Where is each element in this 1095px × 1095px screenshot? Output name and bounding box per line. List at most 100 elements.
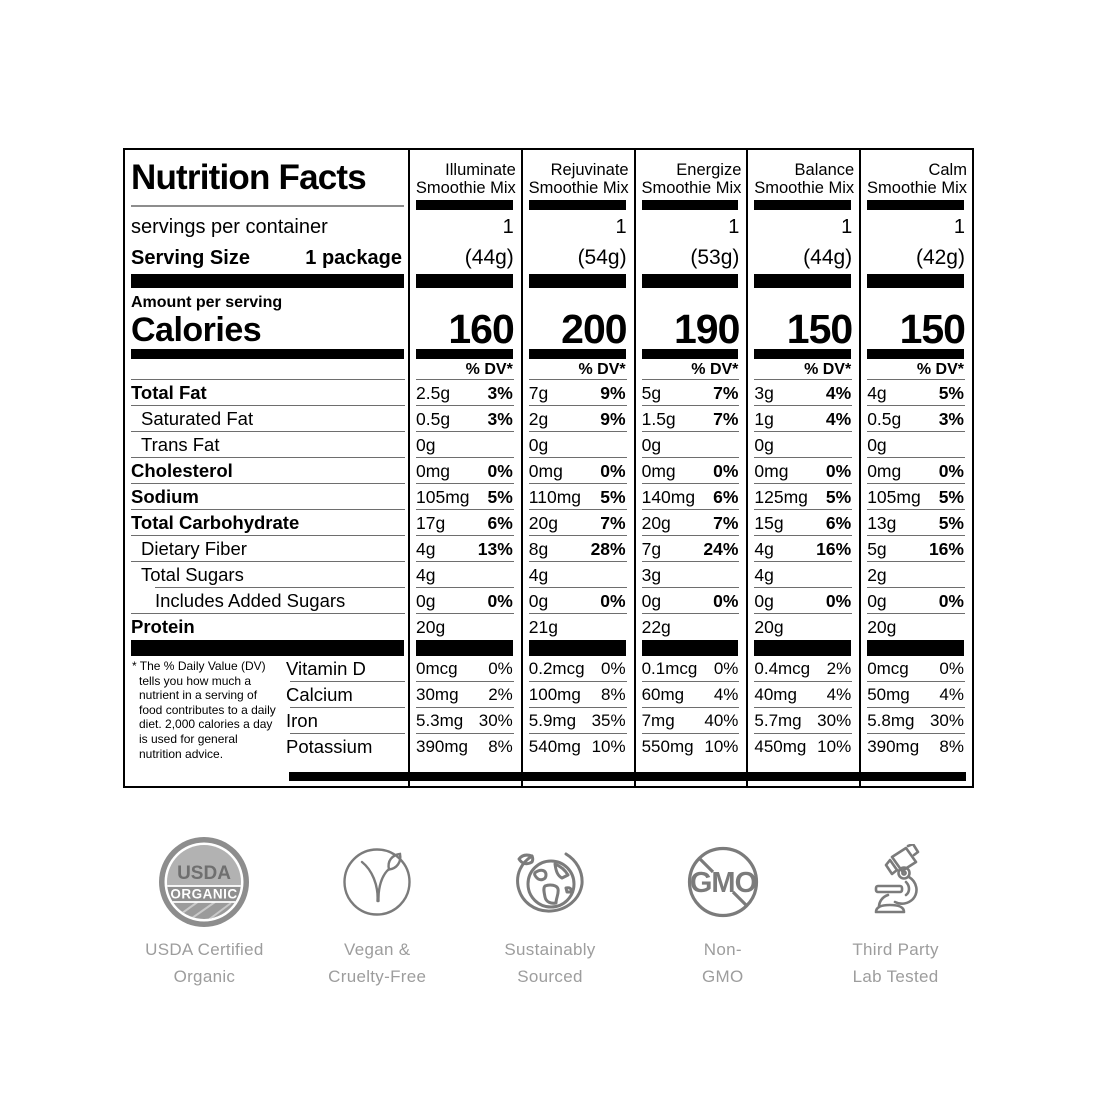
serving-weight-value: (44g)	[464, 246, 514, 269]
bottom-rule-spacer	[748, 760, 859, 770]
nutrient-value-cell: 0g 0%	[523, 588, 634, 614]
nutrient-daily-value: 16%	[928, 538, 964, 559]
nutrition-facts-title: Nutrition Facts	[131, 158, 367, 197]
micronutrient-amount: 390mg	[416, 737, 468, 756]
nutrient-label-dietary-fiber: Dietary Fiber	[125, 536, 408, 562]
row-hairline	[131, 613, 405, 614]
thick-rule	[416, 274, 513, 288]
serving-weight-value: (42g)	[915, 246, 965, 269]
nutrient-amount: 0g	[416, 434, 436, 455]
serving-weight-value: (44g)	[803, 246, 853, 269]
micronutrient-amount: 450mg	[754, 737, 807, 756]
thick-rule	[867, 274, 964, 288]
nutrient-daily-value: 3%	[487, 382, 513, 403]
micronutrient-value-cell: 5.9mg 35%	[523, 708, 634, 734]
row-hairline	[416, 509, 514, 510]
row-hairline	[416, 379, 514, 380]
micronutrient-label-potassium: Potassium	[286, 736, 373, 757]
nutrient-label-sodium: Sodium	[125, 484, 408, 510]
nutrient-value-cell: 15g 6%	[748, 510, 859, 536]
nutrient-amount: 0.5g	[416, 408, 451, 429]
nutrient-amount: 0g	[416, 590, 436, 611]
nutrient-value-cell: 0mg 0%	[636, 458, 747, 484]
row-hairline	[641, 509, 740, 510]
nutrient-label-text: Includes Added Sugars	[155, 590, 346, 611]
serving-weight-value: (54g)	[577, 246, 627, 269]
row-hairline	[416, 707, 514, 708]
micronutrient-value-cell: 0.1mcg 0%	[636, 656, 747, 682]
micronutrient-label-vitamin-d: Vitamin D	[284, 656, 408, 682]
nutrient-daily-value: 0%	[487, 590, 513, 611]
nutrient-label-text: Protein	[131, 616, 195, 637]
name-rule	[867, 199, 964, 210]
nutrient-amount: 0g	[867, 434, 887, 455]
row-hairline	[131, 483, 405, 484]
calories-value: 200	[561, 306, 627, 352]
nutrient-daily-value: 13%	[477, 538, 513, 559]
nutrient-amount: 0g	[641, 434, 662, 455]
thick-rule-row	[523, 274, 634, 288]
row-hairline	[416, 613, 514, 614]
nutrient-value-cell: 2g	[861, 562, 972, 588]
product-name: Calm Smoothie Mix	[861, 150, 972, 198]
micronutrient-label-iron: Iron	[284, 708, 408, 734]
badge-label-line: Cruelty-Free	[328, 967, 427, 986]
calories-value: 150	[899, 306, 966, 352]
nutrient-amount: 3g	[641, 564, 662, 585]
nutrient-value-cell: 140mg 6%	[636, 484, 747, 510]
micronutrient-amount: 0.1mcg	[641, 659, 698, 678]
nutrient-amount: 0g	[867, 590, 887, 611]
nutrient-value-cell: 0mg 0%	[410, 458, 521, 484]
footnote-text: * The % Daily Value (DV) tells you how m…	[132, 659, 276, 761]
micronutrient-column-energize: 0.1mcg 0% 60mg 4% 7mg 40% 550mg 10%	[633, 640, 747, 786]
dv-header: % DV*	[748, 359, 859, 380]
row-hairline	[867, 587, 965, 588]
certification-badges-row: USDA ORGANIC USDA Certified Organic Vega…	[118, 834, 982, 990]
nutrient-value-cell: 20g 7%	[523, 510, 634, 536]
micronutrient-daily-value: 0%	[939, 659, 964, 678]
product-column-illuminate: Illuminate Smoothie Mix 1 (44g) 160 % DV* 2.5g…	[408, 150, 521, 640]
nutrient-amount: 0mg	[528, 460, 563, 481]
nutrient-amount: 5g	[641, 382, 662, 403]
micronutrient-value-cell: 30mg 2%	[410, 682, 521, 708]
thick-rule	[754, 274, 852, 288]
nutrient-label-cholesterol: Cholesterol	[125, 458, 408, 484]
name-rule-row	[636, 198, 747, 210]
micronutrient-value-cell: 0mcg 0%	[410, 656, 521, 682]
row-hairline	[867, 405, 965, 406]
row-hairline	[131, 561, 405, 562]
thick-rule-row	[410, 274, 521, 288]
micronutrient-amount: 5.9mg	[528, 711, 577, 730]
nutrient-value-cell: 13g 5%	[861, 510, 972, 536]
row-hairline	[131, 431, 405, 432]
row-hairline	[867, 457, 965, 458]
micronutrient-amount: 0.2mcg	[528, 659, 585, 678]
row-hairline	[641, 613, 740, 614]
nutrient-amount: 1.5g	[641, 408, 676, 429]
nutrient-amount: 20g	[754, 616, 784, 637]
footnote-asterisk: *	[132, 659, 140, 673]
nutrient-amount: 105mg	[416, 486, 470, 507]
micronutrient-column-illuminate: 0mcg 0% 30mg 2% 5.3mg 30% 390mg 8%	[408, 640, 521, 786]
big-rule	[528, 640, 626, 656]
row-hairline	[528, 379, 627, 380]
micronutrient-daily-value: 30%	[478, 711, 513, 730]
badge-usda-organic: USDA ORGANIC USDA Certified Organic	[118, 834, 291, 990]
nutrient-value-cell: 0g	[748, 432, 859, 458]
big-rule	[641, 640, 739, 656]
row-hairline	[867, 733, 965, 734]
nutrient-label-text: Total Fat	[131, 382, 207, 403]
servings-value: 1	[728, 216, 740, 238]
row-hairline	[416, 483, 514, 484]
name-rule-row	[523, 198, 634, 210]
badge-label-line: Organic	[173, 967, 236, 986]
row-hairline	[131, 535, 405, 536]
badge-label-line: GMO	[702, 967, 744, 986]
badge-label-line: Sourced	[517, 967, 583, 986]
nutrient-daily-value: 16%	[816, 538, 852, 559]
micronutrient-value-cell: 450mg 10%	[748, 734, 859, 760]
row-hairline	[867, 483, 965, 484]
thick-rule-row	[125, 274, 408, 288]
nutrient-amount: 2g	[867, 564, 887, 585]
row-hairline	[754, 681, 853, 682]
